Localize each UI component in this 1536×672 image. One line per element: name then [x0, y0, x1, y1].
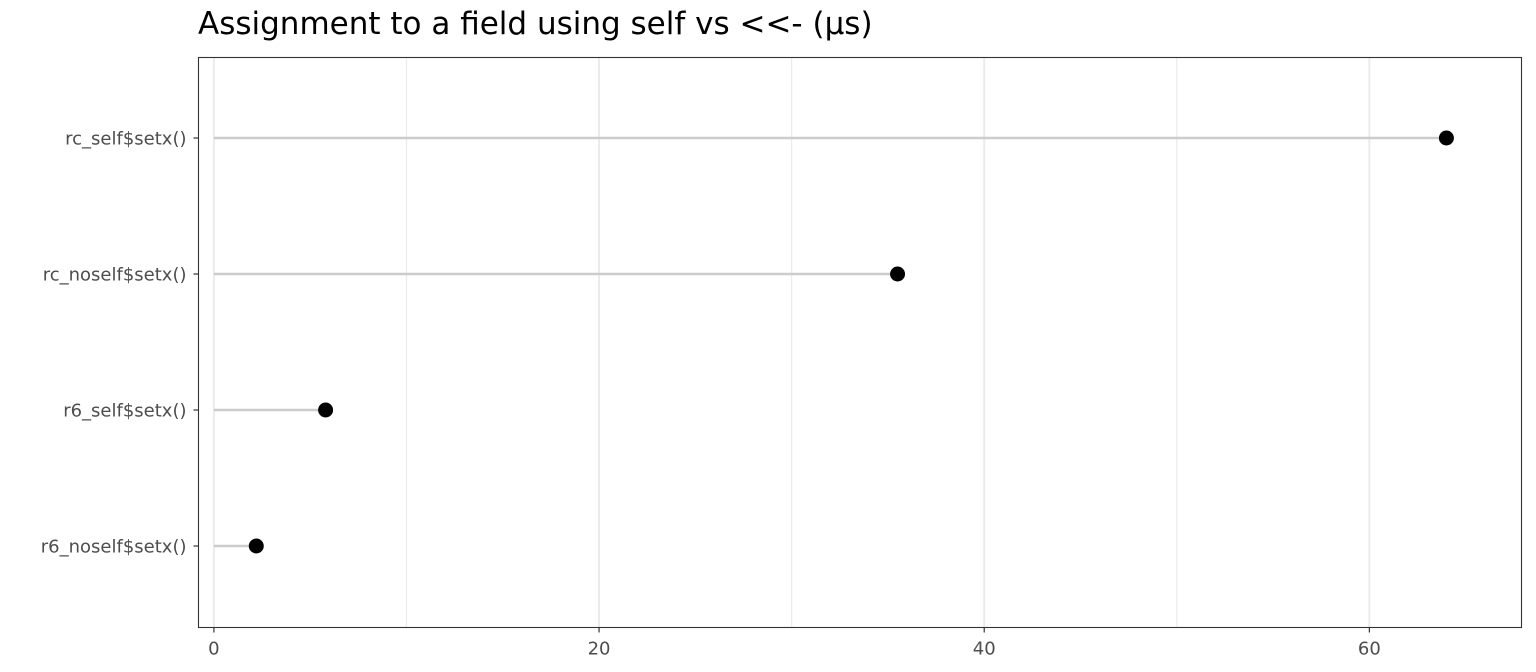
data-point: [890, 266, 906, 282]
chart-title: Assignment to a field using self vs <<- …: [198, 6, 873, 42]
y-tick-label: r6_self$setx(): [63, 401, 186, 422]
x-tick-label: 60: [1358, 639, 1381, 660]
x-tick-label: 0: [208, 639, 219, 660]
x-tick-label: 20: [588, 639, 611, 660]
y-tick-label: rc_self$setx(): [65, 129, 186, 150]
point-layer: [248, 130, 1454, 554]
x-tick-label: 40: [973, 639, 996, 660]
panel-border: [197, 56, 1523, 629]
axis-layer: rc_self$setx() rc_noself$setx() r6_self$se…: [41, 129, 1381, 660]
data-point: [248, 538, 264, 554]
data-point: [318, 402, 334, 418]
grid-layer: [212, 57, 1371, 628]
y-tick-label: rc_noself$setx(): [43, 265, 187, 286]
y-tick-label: r6_noself$setx(): [41, 537, 187, 558]
stem-layer: [213, 136, 1447, 548]
data-point: [1438, 130, 1454, 146]
